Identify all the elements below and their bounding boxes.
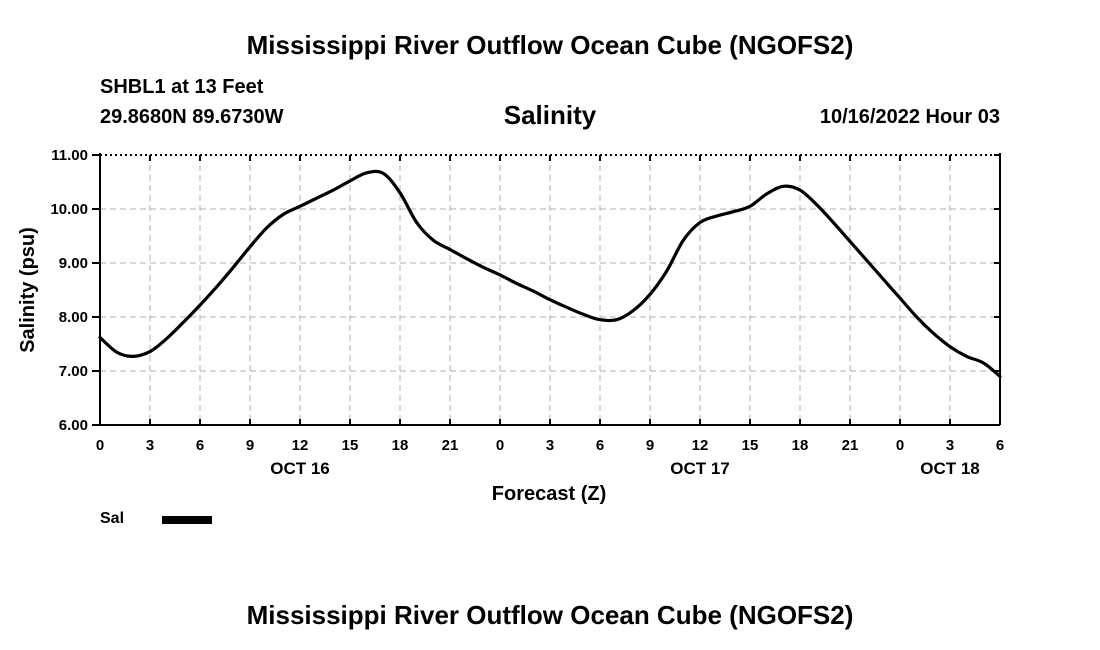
chart-main-title: Mississippi River Outflow Ocean Cube (NG… xyxy=(246,30,854,60)
x-tick-label: 12 xyxy=(292,437,309,454)
x-tick-label: 3 xyxy=(146,437,154,454)
chart-subtitle: Salinity xyxy=(503,100,597,130)
series-layer xyxy=(98,169,1002,378)
x-tick-label: 0 xyxy=(896,437,904,454)
y-tick-label: 10.00 xyxy=(50,201,88,218)
y-tick-label: 6.00 xyxy=(59,417,88,434)
forecast-timestamp: 10/16/2022 Hour 03 xyxy=(819,106,1000,128)
x-tick-label: 21 xyxy=(842,437,859,454)
x-tick-label: 6 xyxy=(596,437,604,454)
grid-lines xyxy=(100,155,1000,425)
station-label: SHBL1 at 13 Feet xyxy=(100,76,264,98)
date-label: OCT 16 xyxy=(270,459,330,478)
y-axis-label: Salinity (psu) xyxy=(17,227,39,353)
coordinates-label: 29.8680N 89.6730W xyxy=(100,106,284,128)
series-line-sal xyxy=(98,169,1002,378)
x-tick-label: 18 xyxy=(392,437,409,454)
x-tick-label: 12 xyxy=(692,437,709,454)
chart-secondary-title: Mississippi River Outflow Ocean Cube (NG… xyxy=(246,600,854,630)
date-label: OCT 18 xyxy=(920,459,980,478)
x-tick-label: 15 xyxy=(342,437,359,454)
x-tick-label: 21 xyxy=(442,437,459,454)
x-tick-label: 0 xyxy=(496,437,504,454)
legend-label: Sal xyxy=(100,510,125,527)
y-tick-label: 9.00 xyxy=(59,255,88,272)
x-tick-label: 15 xyxy=(742,437,759,454)
tick-labels: 0 3 6 9 12 15 18 21 0 3 6 9 12 15 18 21 0 3 6 OCT 16 OCT 17 O… xyxy=(50,147,1004,478)
x-tick-label: 0 xyxy=(96,437,104,454)
legend-line-swatch xyxy=(162,516,212,524)
y-tick-label: 8.00 xyxy=(59,309,88,326)
y-tick-label: 11.00 xyxy=(51,147,88,164)
y-tick-label: 7.00 xyxy=(59,363,88,380)
x-tick-label: 9 xyxy=(646,437,654,454)
x-tick-label: 6 xyxy=(996,437,1004,454)
x-tick-label: 18 xyxy=(792,437,809,454)
axes xyxy=(92,153,1001,426)
x-tick-label: 3 xyxy=(946,437,954,454)
x-tick-label: 6 xyxy=(196,437,204,454)
x-tick-label: 9 xyxy=(246,437,254,454)
date-label: OCT 17 xyxy=(670,459,730,478)
x-tick-label: 3 xyxy=(546,437,554,454)
x-axis-label: Forecast (Z) xyxy=(492,483,606,505)
